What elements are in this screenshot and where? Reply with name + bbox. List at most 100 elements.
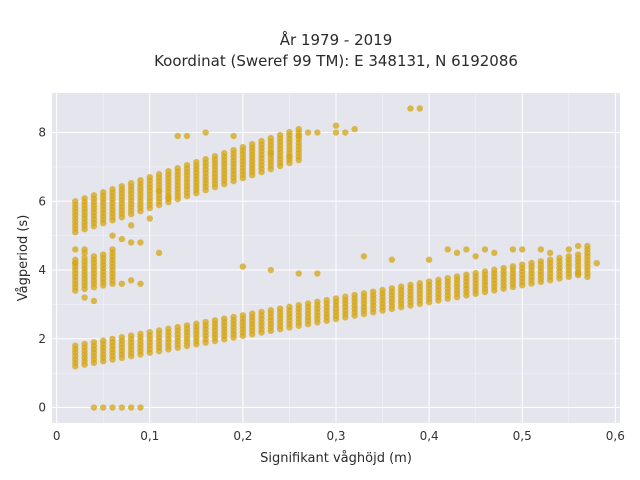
- data-point: [81, 195, 88, 202]
- x-tick-label: 0,4: [420, 429, 439, 443]
- data-point: [100, 251, 107, 258]
- data-point: [332, 295, 340, 302]
- data-point: [546, 249, 554, 257]
- data-point: [509, 263, 517, 270]
- data-point: [314, 270, 321, 277]
- data-point: [481, 246, 489, 253]
- data-point: [146, 215, 153, 222]
- x-tick-label: 0,5: [513, 429, 532, 443]
- data-point: [453, 249, 461, 257]
- x-tick-label: 0,2: [233, 429, 252, 443]
- data-point: [72, 342, 79, 349]
- data-point: [230, 132, 237, 140]
- chart-title: År 1979 - 2019: [280, 30, 393, 49]
- data-point: [81, 254, 88, 262]
- data-point: [100, 337, 107, 344]
- data-point: [90, 339, 98, 346]
- data-point: [332, 122, 340, 129]
- data-point: [258, 137, 265, 145]
- data-point: [323, 296, 330, 304]
- chart-subtitle: Koordinat (Sweref 99 TM): E 348131, N 61…: [154, 52, 518, 70]
- data-point: [537, 246, 545, 253]
- data-point: [72, 259, 79, 267]
- data-point: [416, 105, 424, 112]
- x-tick-label: 0,3: [326, 429, 345, 443]
- data-point: [230, 146, 237, 154]
- data-point: [425, 256, 433, 263]
- data-point: [127, 404, 135, 411]
- data-point: [155, 249, 163, 257]
- data-point: [211, 317, 219, 324]
- data-point: [127, 332, 135, 339]
- data-point: [183, 132, 191, 140]
- data-point: [584, 273, 591, 281]
- data-point: [193, 320, 200, 327]
- data-point: [221, 149, 228, 157]
- data-point: [472, 253, 479, 260]
- data-point: [239, 312, 247, 319]
- data-point: [276, 131, 284, 139]
- data-point: [239, 143, 247, 151]
- data-point: [351, 291, 358, 299]
- y-tick-label: 2: [38, 332, 46, 346]
- data-point: [248, 140, 256, 148]
- data-point: [248, 310, 256, 317]
- data-point: [239, 263, 247, 270]
- data-point: [81, 294, 88, 301]
- data-point: [202, 318, 209, 326]
- data-point: [528, 259, 535, 267]
- x-axis-label: Signifikant våghöjd (m): [260, 451, 412, 466]
- data-point: [388, 285, 396, 292]
- data-point: [342, 129, 349, 136]
- data-point: [491, 266, 498, 273]
- data-point: [109, 186, 116, 193]
- data-point: [286, 303, 293, 311]
- data-point: [546, 256, 554, 263]
- data-point: [100, 189, 107, 196]
- data-point: [537, 258, 545, 265]
- data-point: [370, 288, 377, 295]
- data-point: [304, 129, 312, 136]
- data-point: [258, 308, 265, 316]
- data-point: [267, 307, 275, 314]
- data-point: [127, 239, 135, 246]
- data-point: [174, 132, 181, 140]
- data-point: [90, 404, 98, 411]
- data-point: [407, 105, 414, 112]
- data-point: [416, 280, 424, 287]
- data-point: [360, 290, 368, 297]
- x-tick-label: 0,6: [606, 429, 625, 443]
- data-point: [314, 298, 321, 305]
- data-point: [137, 330, 144, 338]
- data-point: [574, 242, 582, 250]
- data-point: [90, 253, 98, 260]
- data-point: [519, 246, 526, 253]
- data-point: [584, 242, 591, 250]
- data-point: [491, 249, 498, 257]
- data-point: [593, 259, 600, 267]
- y-axis-label: Vågperiod (s): [16, 215, 31, 302]
- data-point: [267, 134, 275, 142]
- data-point: [565, 253, 572, 260]
- data-point: [267, 149, 275, 157]
- data-point: [118, 280, 126, 287]
- data-point: [81, 249, 88, 257]
- data-point: [202, 129, 209, 136]
- data-point: [314, 129, 321, 136]
- data-point: [183, 161, 191, 169]
- data-point: [230, 313, 237, 321]
- data-point: [146, 328, 153, 336]
- data-point: [379, 286, 386, 294]
- data-point: [342, 293, 349, 300]
- data-point: [453, 273, 461, 280]
- data-point: [388, 256, 396, 263]
- data-point: [463, 271, 470, 278]
- data-point: [444, 274, 451, 282]
- data-point: [332, 129, 340, 136]
- data-point: [472, 269, 479, 277]
- data-point: [118, 334, 126, 341]
- data-point: [174, 164, 181, 172]
- x-tick-label: 0,1: [140, 429, 159, 443]
- y-tick-label: 6: [38, 194, 46, 208]
